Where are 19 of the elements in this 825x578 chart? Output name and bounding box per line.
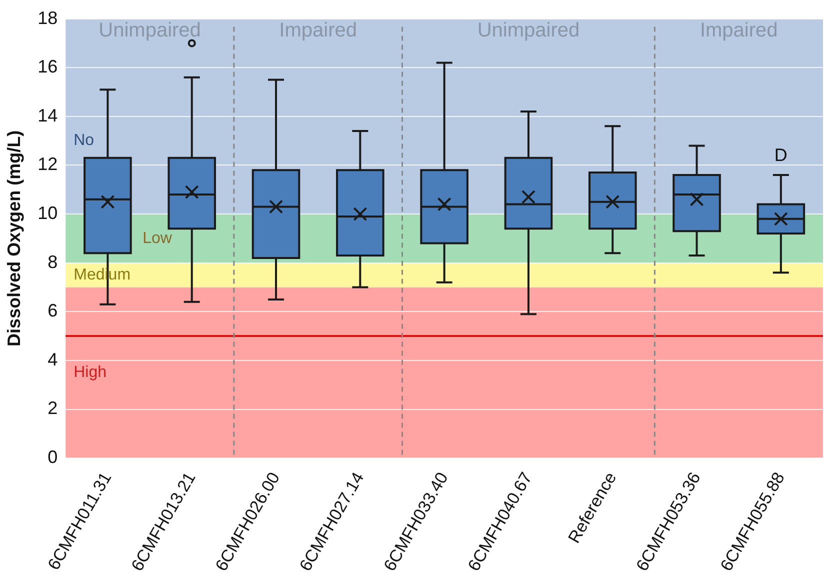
annotation: Unimpaired — [477, 19, 580, 42]
y-tick-label: 2 — [48, 398, 58, 418]
y-tick-label: 16 — [38, 56, 58, 77]
annotation: Impaired — [700, 19, 778, 42]
y-tick-label: 6 — [48, 300, 58, 321]
annotation: Unimpaired — [98, 19, 201, 42]
band-label: Low — [142, 230, 172, 247]
y-tick-label: 12 — [38, 154, 58, 174]
annotation: D — [774, 144, 788, 165]
y-tick-label: 0 — [48, 447, 58, 468]
y-tick-label: 14 — [38, 105, 58, 126]
y-axis-title: Dissolved Oxygen (mg/L) — [4, 130, 24, 346]
annotation: Impaired — [279, 19, 357, 42]
band-label: No — [74, 132, 94, 150]
y-tick-label: 4 — [48, 349, 58, 370]
y-tick-label: 18 — [38, 8, 58, 28]
band-label: High — [74, 364, 107, 382]
y-tick-label: 10 — [38, 202, 58, 223]
y-tick-label: 8 — [48, 252, 58, 272]
